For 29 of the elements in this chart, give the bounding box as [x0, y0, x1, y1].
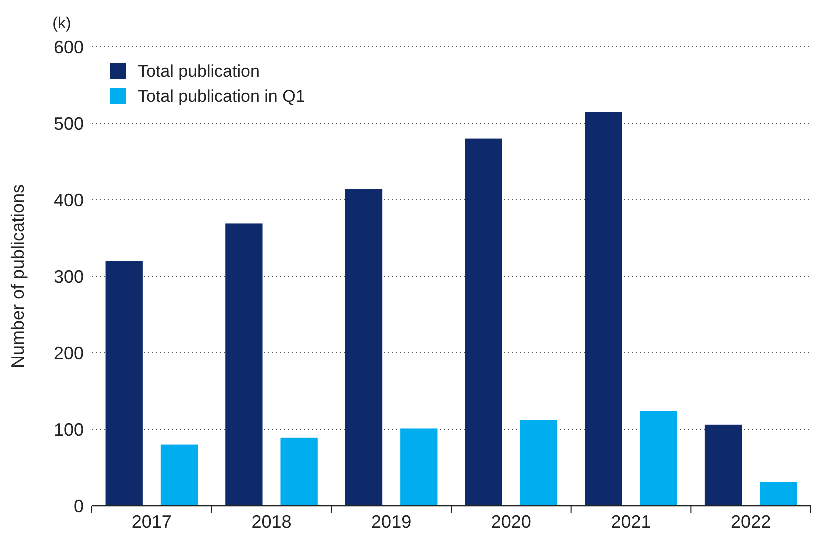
bar: [585, 112, 622, 506]
y-axis-title: Number of publications: [8, 184, 28, 369]
bar: [226, 224, 263, 506]
x-tick-label: 2022: [731, 512, 772, 532]
bar: [704, 424, 742, 506]
y-tick-label: 200: [54, 343, 84, 364]
y-tick-label: 0: [74, 496, 84, 516]
x-tick-label: 2019: [372, 512, 412, 532]
y-tick-label: 100: [54, 420, 84, 440]
bar: [106, 261, 143, 506]
legend-label: Total publication: [138, 62, 260, 81]
y-tick-label: 400: [54, 190, 84, 210]
bar: [280, 438, 318, 506]
bar: [400, 428, 438, 506]
bar: [465, 138, 502, 506]
y-tick-label: 500: [54, 114, 84, 134]
bar: [760, 482, 798, 506]
x-tick-label: 2020: [491, 512, 532, 532]
x-tick-label: 2018: [252, 512, 292, 532]
bar: [640, 411, 678, 506]
bar: [345, 189, 383, 506]
bar: [520, 420, 558, 506]
legend-label: Total publication in Q1: [138, 86, 306, 106]
bar: [160, 444, 198, 506]
y-tick-label: 600: [54, 37, 84, 58]
x-tick-label: 2017: [132, 512, 172, 532]
x-tick-label: 2021: [611, 512, 652, 532]
text: (k): [52, 16, 72, 33]
y-tick-label: 300: [54, 266, 84, 287]
